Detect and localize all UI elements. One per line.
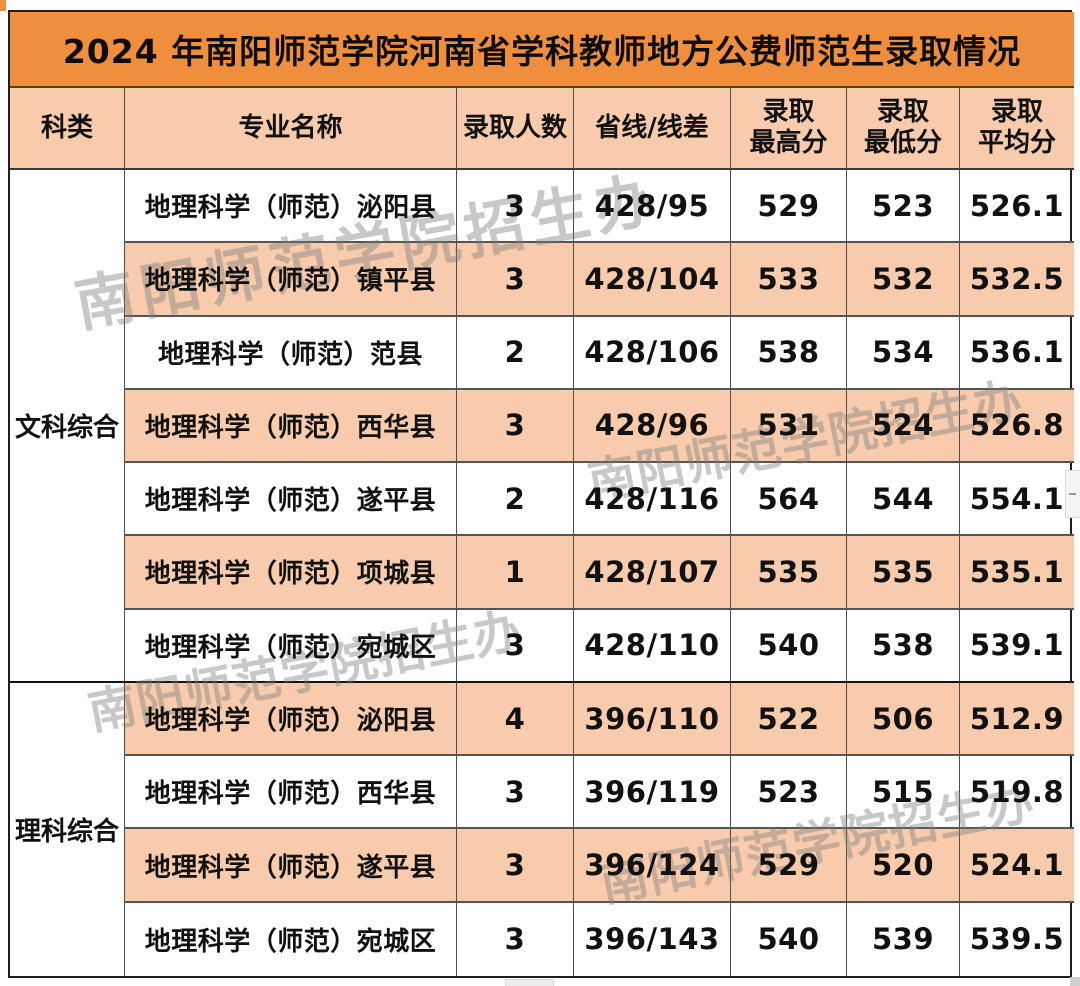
table-row-cell-max: 540 xyxy=(731,609,847,683)
table-row-cell-count: 3 xyxy=(457,389,574,464)
table-row-cell-avg: 539.1 xyxy=(960,610,1074,683)
table-row-cell-max: 522 xyxy=(731,682,847,757)
top-left-clipped-element xyxy=(0,0,6,11)
table-row-cell-min: 523 xyxy=(847,170,960,244)
table-row-cell-max: 529 xyxy=(731,170,847,244)
table-title-text: 2024 年南阳师范学院河南省学科教师地方公费师范生录取情况 xyxy=(62,32,1022,71)
table-row-cell-min: 544 xyxy=(847,463,960,537)
table-row-cell-line: 428/96 xyxy=(574,389,731,464)
table-row-cell-min: 534 xyxy=(847,316,960,390)
table-row-cell-avg: 536.1 xyxy=(960,317,1074,390)
table-row-cell-max: 529 xyxy=(731,829,847,903)
table-row-cell-line: 428/95 xyxy=(574,170,731,244)
table-row-cell-count: 4 xyxy=(457,682,574,757)
table-row-cell-major: 地理科学（师范）泌阳县 xyxy=(125,682,457,757)
table-row-cell-count: 3 xyxy=(457,243,574,317)
table-row-cell-major: 地理科学（师范）遂平县 xyxy=(125,463,457,537)
scrollbar-corner xyxy=(1070,977,1080,986)
table-row-cell-line: 428/107 xyxy=(574,536,731,610)
admission-table: 2024 年南阳师范学院河南省学科教师地方公费师范生录取情况 科类 专业名称 录… xyxy=(8,10,1074,978)
table-row-cell-max: 531 xyxy=(731,389,847,464)
table-row-cell-line: 428/104 xyxy=(574,243,731,317)
table-row-cell-max: 535 xyxy=(731,536,847,610)
table-row-cell-major: 地理科学（师范）范县 xyxy=(125,316,457,390)
table-row-cell-min: 535 xyxy=(847,536,960,610)
table-row-cell-count: 3 xyxy=(457,609,574,683)
table-row-cell-count: 3 xyxy=(457,170,574,244)
header-category: 科类 xyxy=(10,88,125,170)
table-row-cell-min: 532 xyxy=(847,243,960,317)
header-avg-score: 录取 平均分 xyxy=(960,88,1074,170)
table-row-cell-min: 538 xyxy=(847,609,960,683)
header-max-score: 录取 最高分 xyxy=(731,88,847,170)
table-row-cell-avg: 532.5 xyxy=(960,243,1074,317)
table-row-cell-avg: 539.5 xyxy=(969,922,1065,957)
table-row-cell-line: 428/110 xyxy=(574,609,731,683)
header-admit-count: 录取人数 xyxy=(457,88,574,170)
table-row-cell-avg: 524.1 xyxy=(960,829,1074,903)
table-row-cell-line: 428/106 xyxy=(574,316,731,390)
table-row-cell-major: 地理科学（师范）遂平县 xyxy=(125,829,457,903)
table-row-cell-min: 524 xyxy=(847,389,960,464)
table-row-cell-min: 506 xyxy=(847,682,960,757)
table-row-cell-max: 533 xyxy=(731,243,847,317)
table-row-cell-major: 地理科学（师范）泌阳县 xyxy=(125,170,457,244)
table-row-cell-major: 地理科学（师范）项城县 xyxy=(125,536,457,610)
table-row-cell-count: 1 xyxy=(457,536,574,610)
table-row-cell-count: 2 xyxy=(457,463,574,537)
table-row-cell-line: 428/116 xyxy=(574,463,731,537)
table-row-cell-major: 地理科学（师范）宛城区 xyxy=(125,902,457,976)
table-row-cell-line: 396/119 xyxy=(574,756,731,830)
vertical-scrollbar-thumb[interactable] xyxy=(1065,470,1080,518)
table-row-cell-min: 520 xyxy=(847,829,960,903)
header-major: 专业名称 xyxy=(125,88,457,170)
table-row-cell-min: 539 xyxy=(847,902,960,976)
table-row-cell-max: 564 xyxy=(731,463,847,537)
category-cell-science: 理科综合 xyxy=(10,682,125,976)
table-row-cell-line: 396/143 xyxy=(574,902,731,976)
table-row-cell-count: 2 xyxy=(457,316,574,390)
horizontal-scrollbar-thumb[interactable] xyxy=(505,979,554,986)
table-row-cell-major: 地理科学（师范）西华县 xyxy=(125,389,457,464)
table-row-cell-major: 地理科学（师范）镇平县 xyxy=(125,243,457,317)
table-row-cell-avg: 554.1 xyxy=(960,463,1074,537)
table-row-cell-count: 3 xyxy=(457,829,574,903)
header-province-line-diff: 省线/线差 xyxy=(574,88,731,170)
table-row-cell-avg: 526.8 xyxy=(960,389,1074,464)
category-cell-liberal-arts: 文科综合 xyxy=(10,170,125,683)
table-row-cell-major: 地理科学（师范）西华县 xyxy=(125,756,457,830)
header-min-score: 录取 最低分 xyxy=(847,88,960,170)
table-row-cell-line: 396/110 xyxy=(574,682,731,757)
table-row-cell-line: 396/124 xyxy=(574,829,731,903)
table-row-cell-count: 3 xyxy=(457,756,574,830)
table-row-cell-count: 3 xyxy=(457,902,574,976)
table-row-cell-max: 523 xyxy=(731,756,847,830)
table-row-cell-avg: 519.8 xyxy=(960,756,1074,830)
table-row-cell-avg: 535.1 xyxy=(960,536,1074,610)
table-row-cell-min: 515 xyxy=(847,756,960,830)
table-title: 2024 年南阳师范学院河南省学科教师地方公费师范生录取情况 xyxy=(10,12,1074,88)
table-row-cell-major: 地理科学（师范）宛城区 xyxy=(125,609,457,683)
table-row-cell-avg: 526.1 xyxy=(960,170,1074,244)
table-row-cell-avg: 512.9 xyxy=(960,682,1074,757)
table-row-cell-max: 540 xyxy=(731,902,847,976)
table-row-cell-max: 538 xyxy=(731,316,847,390)
